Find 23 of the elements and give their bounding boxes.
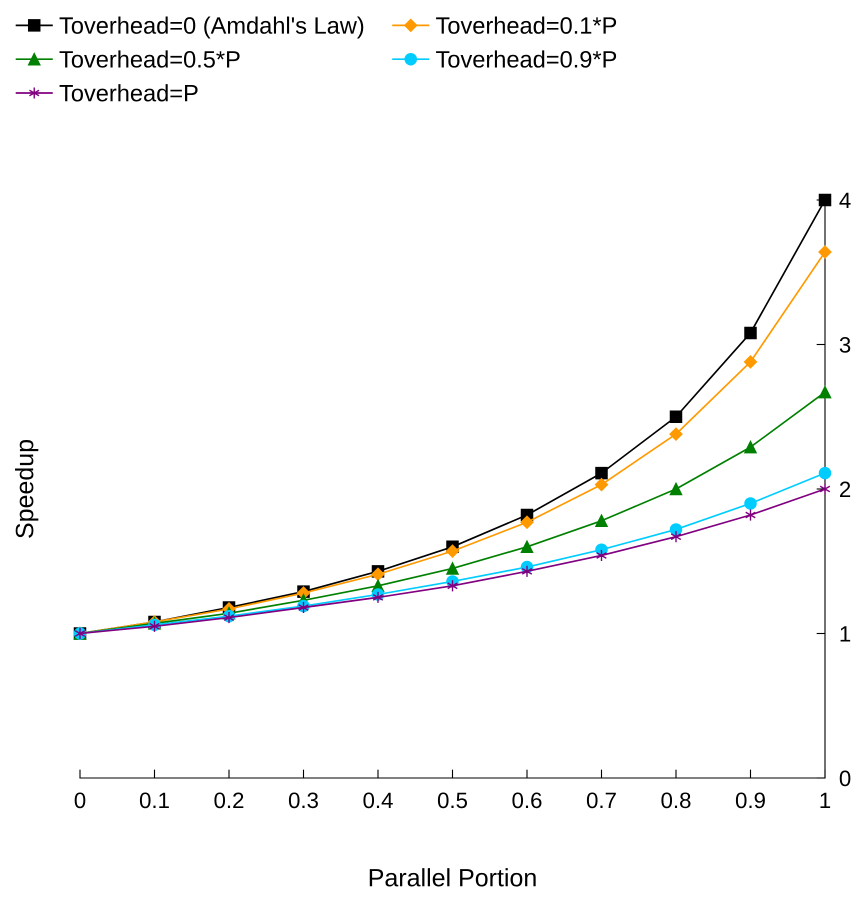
legend-label: Toverhead=0.9*P	[436, 50, 616, 68]
y-tick-label: 1	[840, 626, 850, 642]
x-tick-label: 0.3	[288, 792, 318, 808]
x-tick-label: 1	[820, 792, 830, 808]
x-tick-label: 0.6	[512, 792, 542, 808]
x-tick-label: 0.7	[586, 792, 616, 808]
y-tick-label: 4	[839, 192, 851, 208]
y-axis-title: Speedup	[15, 440, 38, 538]
x-tick-label: 0.5	[438, 792, 468, 808]
x-tick-label: 0.8	[661, 792, 690, 808]
legend-label: Toverhead=0.5*P	[60, 50, 240, 68]
x-tick-label: 0	[74, 792, 86, 808]
x-tick-label: 0.2	[214, 792, 244, 808]
y-tick-label: 0	[840, 770, 850, 786]
legend-label: Toverhead=0 (Amdahl's Law)	[60, 16, 364, 39]
x-axis-title: Parallel Portion	[370, 868, 536, 887]
y-tick-label: 2	[840, 482, 850, 498]
x-tick-label: 0.9	[736, 792, 765, 808]
legend-label: Toverhead=P	[60, 84, 198, 102]
legend-label: Toverhead=0.1*P	[436, 16, 616, 34]
y-tick-label: 3	[840, 337, 850, 353]
x-tick-label: 0.1	[140, 792, 169, 808]
x-tick-label: 0.4	[363, 792, 393, 808]
